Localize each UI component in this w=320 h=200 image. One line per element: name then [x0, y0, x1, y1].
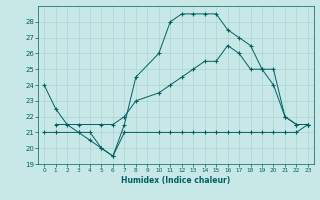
X-axis label: Humidex (Indice chaleur): Humidex (Indice chaleur)	[121, 176, 231, 185]
